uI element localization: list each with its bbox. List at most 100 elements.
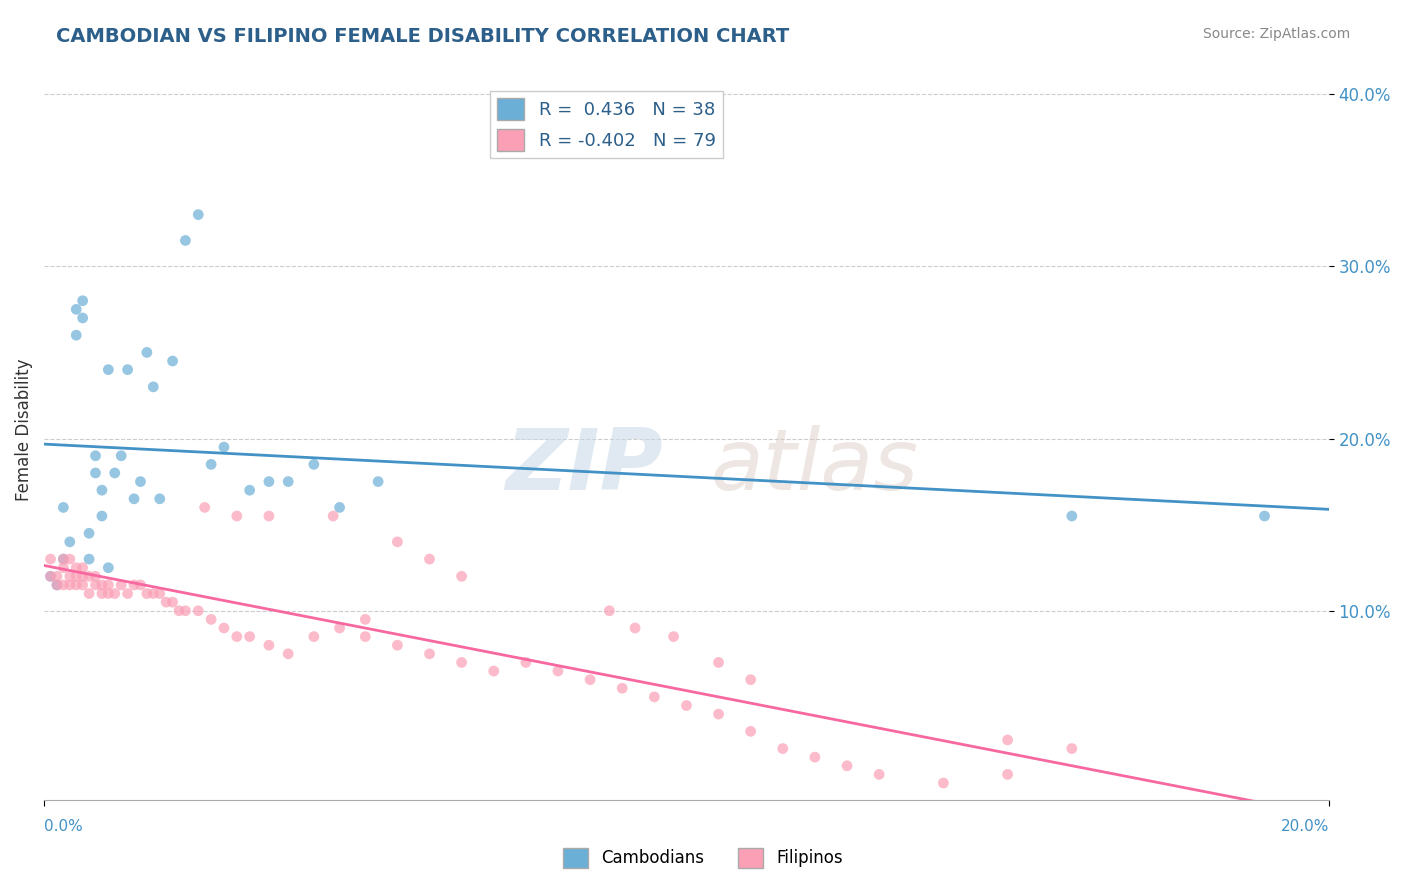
Point <box>257 638 280 652</box>
Point <box>149 586 172 600</box>
Text: ZIP: ZIP <box>505 425 662 508</box>
Point <box>277 647 299 661</box>
Point <box>200 612 222 626</box>
Point <box>515 656 537 670</box>
Point <box>675 698 697 713</box>
Point <box>46 569 69 583</box>
Point <box>387 534 409 549</box>
Point <box>418 647 440 661</box>
Point <box>52 500 75 515</box>
Point <box>65 578 87 592</box>
Point <box>277 475 299 489</box>
Point <box>302 630 325 644</box>
Point <box>65 560 87 574</box>
Point <box>52 552 75 566</box>
Point <box>707 707 730 722</box>
Point <box>52 578 75 592</box>
Point <box>1060 741 1083 756</box>
Point <box>167 604 190 618</box>
Point <box>77 569 100 583</box>
Legend: Cambodians, Filipinos: Cambodians, Filipinos <box>557 841 849 875</box>
Point <box>450 569 472 583</box>
Point <box>77 552 100 566</box>
Point <box>39 552 62 566</box>
Point <box>418 552 440 566</box>
Point <box>740 673 762 687</box>
Point <box>225 630 247 644</box>
Point <box>239 483 262 498</box>
Point <box>740 724 762 739</box>
Point <box>142 586 165 600</box>
Point <box>835 758 858 772</box>
Point <box>72 569 94 583</box>
Point <box>200 458 222 472</box>
Point <box>90 578 112 592</box>
Point <box>547 664 569 678</box>
Point <box>155 595 177 609</box>
Point <box>772 741 794 756</box>
Point <box>354 630 377 644</box>
Point <box>39 569 62 583</box>
Point <box>868 767 890 781</box>
Point <box>612 681 634 696</box>
Point <box>257 509 280 524</box>
Point <box>322 509 344 524</box>
Point <box>65 302 87 317</box>
Point <box>329 621 352 635</box>
Point <box>84 569 107 583</box>
Point <box>46 578 69 592</box>
Point <box>194 500 217 515</box>
Point <box>579 673 602 687</box>
Point <box>174 234 197 248</box>
Text: Source: ZipAtlas.com: Source: ZipAtlas.com <box>1202 27 1350 41</box>
Point <box>59 552 82 566</box>
Point <box>52 552 75 566</box>
Point <box>90 483 112 498</box>
Point <box>707 656 730 670</box>
Point <box>662 630 685 644</box>
Point <box>135 586 157 600</box>
Point <box>97 362 120 376</box>
Point <box>110 578 132 592</box>
Point <box>65 569 87 583</box>
Point <box>162 354 184 368</box>
Point <box>84 449 107 463</box>
Point <box>239 630 262 644</box>
Point <box>624 621 647 635</box>
Point <box>72 310 94 325</box>
Point <box>46 578 69 592</box>
Point <box>104 466 127 480</box>
Point <box>149 491 172 506</box>
Point <box>174 604 197 618</box>
Point <box>72 293 94 308</box>
Text: atlas: atlas <box>711 425 920 508</box>
Point <box>65 328 87 343</box>
Point <box>110 449 132 463</box>
Point <box>59 578 82 592</box>
Point <box>97 560 120 574</box>
Point <box>187 208 209 222</box>
Point <box>39 569 62 583</box>
Point <box>367 475 389 489</box>
Point <box>212 440 235 454</box>
Point <box>122 491 145 506</box>
Point <box>1253 509 1275 524</box>
Point <box>72 578 94 592</box>
Point <box>1060 509 1083 524</box>
Point <box>117 362 139 376</box>
Point <box>257 475 280 489</box>
Point <box>643 690 665 704</box>
Legend: R =  0.436   N = 38, R = -0.402   N = 79: R = 0.436 N = 38, R = -0.402 N = 79 <box>489 91 723 159</box>
Point <box>225 509 247 524</box>
Point <box>387 638 409 652</box>
Point <box>162 595 184 609</box>
Point <box>72 560 94 574</box>
Point <box>52 560 75 574</box>
Y-axis label: Female Disability: Female Disability <box>15 359 32 501</box>
Text: CAMBODIAN VS FILIPINO FEMALE DISABILITY CORRELATION CHART: CAMBODIAN VS FILIPINO FEMALE DISABILITY … <box>56 27 790 45</box>
Point <box>104 586 127 600</box>
Point <box>997 733 1019 747</box>
Point <box>932 776 955 790</box>
Point <box>598 604 620 618</box>
Point <box>187 604 209 618</box>
